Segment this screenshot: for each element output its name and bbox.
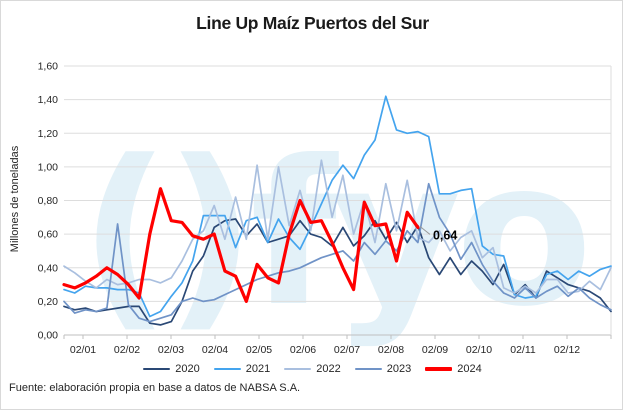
legend-item-2021: 2021: [213, 363, 271, 375]
legend-item-2020: 2020: [143, 363, 200, 375]
legend-swatch-2020: [143, 367, 171, 371]
legend-swatch-2024: [425, 367, 453, 371]
legend-swatch-2021: [213, 367, 241, 371]
legend-swatch-2022: [284, 367, 312, 371]
y-tick-label: 1,40: [38, 94, 59, 106]
x-tick-label: 02/06: [290, 344, 316, 356]
x-tick-label: 02/01: [70, 344, 96, 356]
legend-item-2023: 2023: [354, 363, 412, 375]
y-tick-label: 1,60: [38, 61, 59, 73]
x-tick-label: 02/08: [378, 344, 404, 356]
y-tick-label: 1,20: [38, 128, 59, 140]
y-tick-label: 0,20: [38, 296, 59, 308]
x-tick-label: 02/05: [246, 344, 272, 356]
legend-label-2022: 2022: [316, 363, 341, 375]
legend-item-2022: 2022: [284, 363, 341, 375]
x-tick-label: 02/11: [510, 344, 536, 356]
source-note: Fuente: elaboración propia en base a dat…: [9, 382, 301, 394]
x-tick-label: 02/02: [114, 344, 140, 356]
legend-label-2020: 2020: [175, 363, 200, 375]
y-tick-label: 0,80: [38, 195, 59, 207]
gridlines: 0,00 0,20 0,40 0,60 0,80 1,00 1,20 1,40 1,60: [38, 61, 612, 342]
x-tick-label: 02/03: [158, 344, 184, 356]
legend-label-2021: 2021: [245, 363, 271, 375]
legend-label-2024: 2024: [457, 363, 482, 375]
x-axis: 02/01 02/02 02/03 02/04 02/05 02/06 02/07 02/08…: [63, 335, 612, 356]
data-label-last-2024: 0,64: [433, 228, 457, 242]
y-tick-label: 0,00: [38, 330, 59, 342]
y-tick-label: 0,40: [38, 262, 59, 274]
x-tick-label: 02/07: [334, 344, 360, 356]
x-tick-label: 02/10: [466, 344, 492, 356]
annotation-leader-line: [419, 226, 431, 235]
y-tick-label: 0,60: [38, 229, 59, 241]
y-tick-label: 1,00: [38, 161, 59, 173]
legend-label-2023: 2023: [386, 363, 412, 375]
x-tick-label: 02/04: [202, 344, 228, 356]
series-line-2024: [62, 187, 420, 303]
legend-swatch-2023: [354, 367, 382, 371]
series-line-2021: [63, 95, 612, 318]
series-line-2022: [63, 159, 612, 294]
x-tick-label: 02/12: [554, 344, 580, 356]
x-tick-label: 02/09: [422, 344, 448, 356]
chart-legend: 2020 2021 2022 2023 2024: [1, 361, 622, 377]
chart-title: Line Up Maíz Puertos del Sur: [196, 13, 429, 33]
legend-item-2024: 2024: [425, 363, 482, 375]
